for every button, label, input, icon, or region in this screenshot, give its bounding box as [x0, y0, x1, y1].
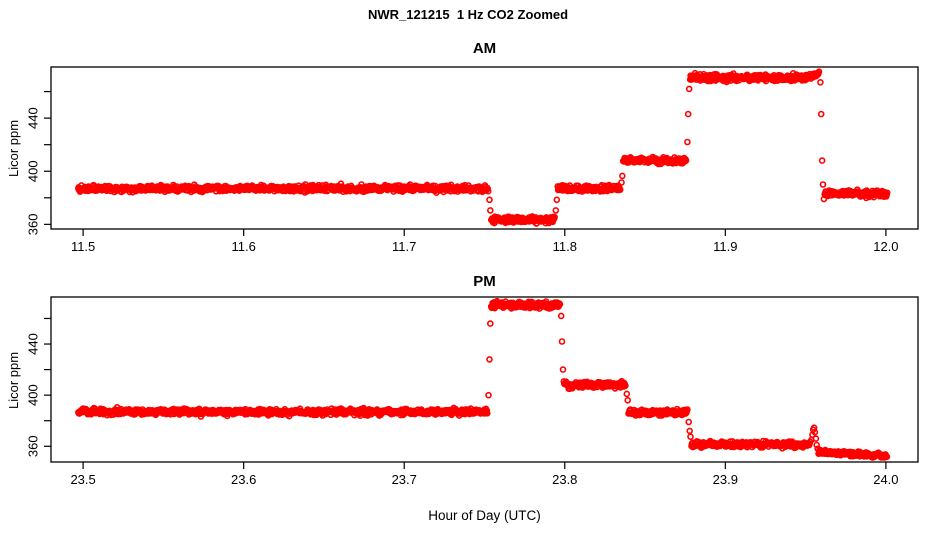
pm-y-tick-label: 440: [26, 333, 41, 355]
chart-title: NWR_121215 1 Hz CO2 Zoomed: [367, 7, 569, 22]
am-y-tick-label: 400: [26, 160, 41, 182]
pm-y-tick-label: 400: [26, 384, 41, 406]
am-y-axis: 360 400 440: [26, 90, 51, 236]
pm-x-tick-label: 23.8: [552, 472, 577, 487]
am-x-tick-label: 11.7: [392, 239, 416, 254]
pm-x-tick-label: 23.5: [70, 472, 95, 487]
am-data-points: [75, 68, 891, 227]
am-y-tick-label: 440: [26, 107, 41, 129]
pm-data-points: [75, 297, 891, 461]
am-x-tick-label: 11.8: [553, 239, 577, 254]
am-x-tick-label: 12.0: [873, 239, 898, 254]
pm-y-tick-label: 360: [26, 435, 41, 457]
pm-x-tick-label: 24.0: [873, 472, 898, 487]
am-x-tick-label: 11.5: [71, 239, 95, 254]
am-x-tick-label: 11.9: [713, 239, 737, 254]
pm-x-axis: 23.5 23.6 23.7 23.8 23.9 24.0: [70, 462, 899, 487]
pm-x-tick-label: 23.9: [713, 472, 738, 487]
am-panel-title: AM: [472, 40, 497, 57]
x-axis-label: Hour of Day (UTC): [428, 508, 541, 523]
pm-plot-box: [50, 296, 919, 463]
am-y-tick-label: 360: [26, 214, 41, 236]
pm-x-tick-label: 23.6: [231, 472, 256, 487]
am-x-axis: 11.5 11.6 11.7 11.8 11.9 12.0: [71, 229, 899, 254]
am-plot-box: [50, 66, 919, 230]
pm-x-tick-label: 23.7: [392, 472, 417, 487]
pm-panel-title: PM: [473, 273, 496, 290]
pm-y-axis: 360 400 440: [26, 317, 51, 457]
am-x-tick-label: 11.6: [231, 239, 255, 254]
